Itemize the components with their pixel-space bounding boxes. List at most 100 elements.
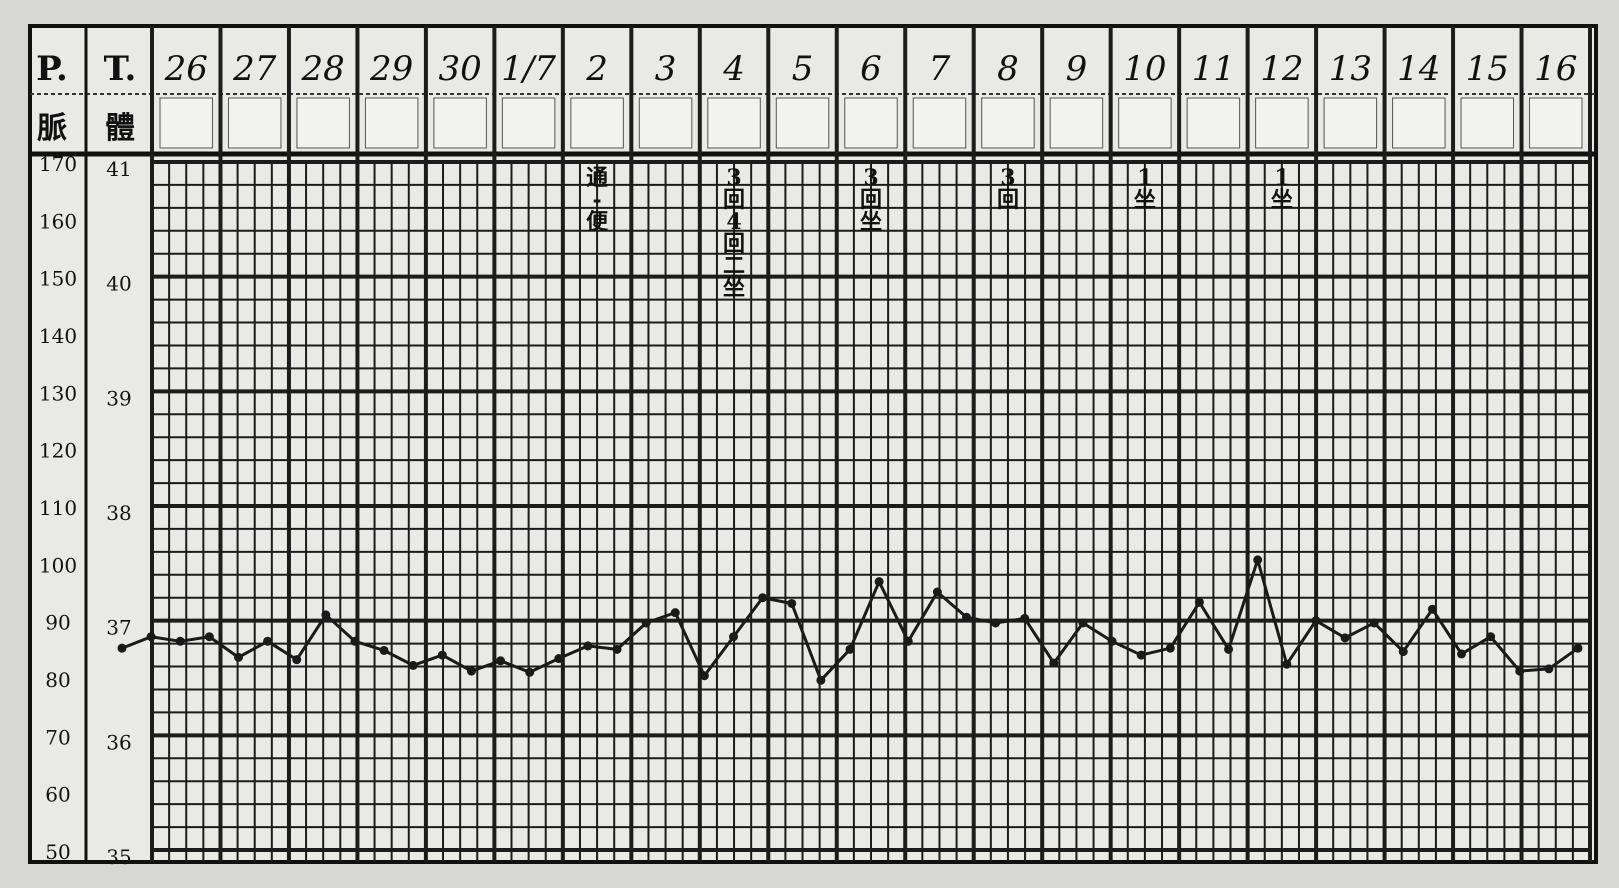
- date-label: 26: [164, 49, 208, 89]
- date-label: 13: [1329, 49, 1372, 89]
- pulse-tick-label: 80: [45, 668, 70, 692]
- pulse-tick-label: 120: [39, 439, 77, 463]
- temperature-point: [699, 671, 709, 681]
- pulse-tick-label: 100: [39, 553, 77, 577]
- date-label: 4: [722, 49, 745, 89]
- temperature-point: [670, 608, 680, 618]
- plot-grid: [150, 26, 1592, 862]
- temperature-tick-label: 36: [106, 730, 131, 754]
- annotation-text: 3 回 4 回二坐: [723, 165, 745, 301]
- temperature-point: [292, 655, 302, 665]
- temperature-point: [1369, 618, 1379, 628]
- temperature-point: [146, 632, 156, 642]
- pulse-tick-label: 170: [39, 152, 77, 176]
- temperature-point: [1253, 555, 1263, 565]
- pulse-axis: 170 160 150 140 130 120 110 100 90 80 70 60 50: [39, 152, 77, 864]
- temperature-point: [758, 593, 768, 603]
- date-label: 14: [1397, 49, 1440, 89]
- temperature-tick-label: 40: [106, 272, 131, 296]
- annotation-text: 通-便: [586, 165, 609, 235]
- temperature-point: [117, 643, 127, 653]
- series-temperature: [117, 555, 1583, 685]
- temperature-point: [1544, 664, 1554, 674]
- date-label: 27: [232, 49, 277, 89]
- pulse-tick-label: 160: [39, 209, 77, 233]
- temperature-tick-label: 37: [106, 616, 131, 640]
- temperature-point: [1049, 658, 1059, 668]
- temperature-point: [379, 645, 389, 655]
- pulse-tick-label: 110: [39, 496, 77, 520]
- date-label: 29: [369, 49, 413, 89]
- temperature-point: [1427, 604, 1437, 614]
- pulse-tick-label: 90: [45, 611, 70, 635]
- pulse-column-sublabel: 脈: [37, 111, 67, 146]
- temperature-tick-label: 35: [106, 845, 131, 869]
- temperature-point: [233, 652, 243, 662]
- temperature-point: [1457, 649, 1467, 659]
- date-label: 11: [1192, 49, 1235, 89]
- pulse-tick-label: 60: [45, 783, 70, 807]
- temperature-point: [729, 632, 739, 642]
- temperature-point: [1398, 647, 1408, 657]
- temperature-point: [932, 587, 942, 597]
- temperature-point: [1194, 597, 1204, 607]
- pulse-tick-label: 140: [39, 324, 77, 348]
- temperature-point: [903, 636, 913, 646]
- temperature-point: [204, 632, 214, 642]
- pulse-tick-label: 50: [45, 840, 70, 864]
- temperature-point: [1311, 616, 1321, 626]
- date-label: 5: [792, 49, 814, 89]
- date-label: 15: [1466, 49, 1509, 89]
- date-label: 30: [439, 49, 482, 89]
- date-labels: 26 27 28 29 30 1/7 2 3 4 5 6 7 8 9 10 11 12 13 14 15 16: [164, 49, 1578, 89]
- temperature-point: [1340, 633, 1350, 643]
- temperature-column-label: T.: [104, 49, 137, 89]
- temperature-column-sublabel: 體: [105, 111, 135, 146]
- temperature-point: [1282, 659, 1292, 669]
- temperature-tick-label: 39: [106, 386, 131, 410]
- temperature-point: [845, 644, 855, 654]
- temperature-point: [1020, 613, 1030, 623]
- temperature-tick-label: 41: [106, 157, 131, 181]
- temperature-point: [816, 675, 826, 685]
- temperature-point: [263, 636, 273, 646]
- temperature-point: [787, 598, 797, 608]
- date-label: 7: [929, 49, 951, 89]
- pulse-tick-label: 150: [39, 267, 77, 291]
- temperature-point: [466, 666, 476, 676]
- date-label: 8: [997, 49, 1019, 89]
- temperature-point: [1165, 643, 1175, 653]
- temperature-point: [583, 641, 593, 651]
- temperature-point: [612, 644, 622, 654]
- temperature-point: [408, 660, 418, 670]
- temperature-point: [1136, 650, 1146, 660]
- chart-frame: [28, 24, 1598, 864]
- date-label: 1/7: [501, 49, 556, 89]
- temperature-point: [874, 577, 884, 587]
- temperature-point: [1573, 643, 1583, 653]
- handwritten-notes: 通-便 3 回 4 回二坐 3 回坐 3 回 1 坐 1 坐: [586, 165, 1293, 301]
- temperature-point: [321, 610, 331, 620]
- date-label: 28: [301, 49, 345, 89]
- temperature-point: [1107, 636, 1117, 646]
- date-label: 6: [860, 49, 882, 89]
- temperature-point: [496, 656, 506, 666]
- date-label: 9: [1066, 49, 1088, 89]
- temperature-point: [1224, 644, 1234, 654]
- temperature-tick-label: 38: [106, 501, 131, 525]
- temperature-point: [641, 618, 651, 628]
- temperature-point: [1078, 618, 1088, 628]
- temperature-point: [350, 636, 360, 646]
- temperature-axis: 41 40 39 38 37 36 35: [106, 157, 131, 869]
- date-label: 2: [585, 49, 608, 89]
- temperature-point: [175, 636, 185, 646]
- temperature-point: [991, 618, 1001, 628]
- temperature-point: [437, 650, 447, 660]
- date-label: 3: [655, 49, 677, 89]
- date-label: 16: [1534, 49, 1577, 89]
- temperature-point: [554, 654, 564, 664]
